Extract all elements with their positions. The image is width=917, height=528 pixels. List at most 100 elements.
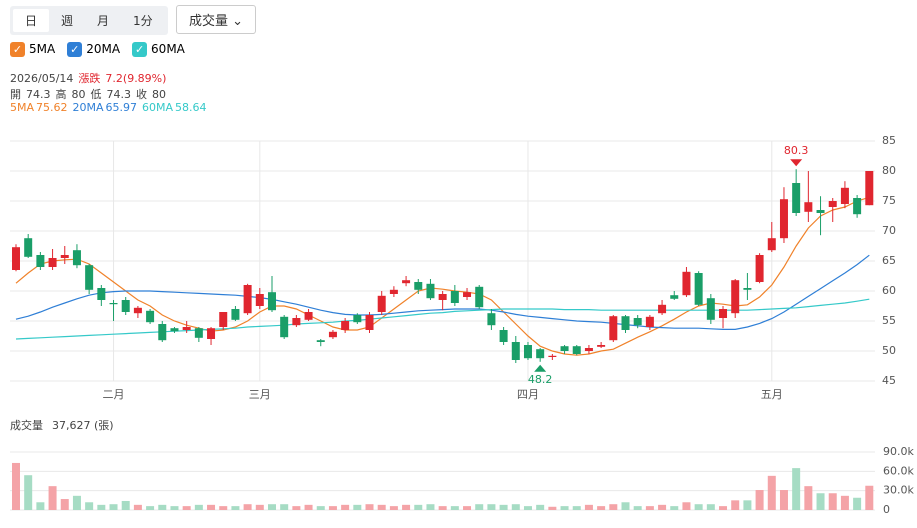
volume-bar xyxy=(792,468,801,510)
y-tick-label: 30.0k xyxy=(883,484,914,497)
candle-body xyxy=(779,199,788,239)
ma-line xyxy=(15,298,870,340)
candle-body xyxy=(72,250,81,266)
period-button[interactable]: 日 xyxy=(13,9,50,32)
volume-subtitle: 37,627 (張) xyxy=(52,419,114,432)
volume-bar xyxy=(633,506,642,510)
volume-bar xyxy=(121,500,130,510)
candle-body xyxy=(572,346,581,354)
annotation-marker xyxy=(790,159,803,167)
change: 7.2(9.89%) xyxy=(105,72,167,85)
indicator-select[interactable]: 成交量 ⌄ xyxy=(176,5,257,34)
volume-bar xyxy=(584,504,593,510)
volume-bar xyxy=(767,475,776,510)
ma-row: 5MA 75.62 20MA 65.97 60MA 58.64 xyxy=(10,101,212,114)
candle-body xyxy=(85,265,94,290)
candle-body xyxy=(731,280,740,314)
volume-bar xyxy=(109,504,118,510)
y-tick-label: 50 xyxy=(882,344,896,357)
legend-item[interactable]: ✓ 60MA xyxy=(132,42,185,57)
volume-bar xyxy=(828,493,837,510)
candle-body xyxy=(548,355,557,357)
volume-bar xyxy=(548,506,557,510)
ohlc-label: 收 xyxy=(136,88,147,101)
legend-label: 20MA xyxy=(86,42,121,56)
ohlc-value: 74.3 xyxy=(106,88,132,101)
legend-checkbox: ✓ xyxy=(10,42,25,57)
y-tick-label: 70 xyxy=(882,224,896,237)
ohlc-label: 開 xyxy=(10,88,21,101)
period-button[interactable]: 週 xyxy=(61,14,74,28)
candle-body xyxy=(767,238,776,251)
candle-body xyxy=(475,286,484,308)
candle-body xyxy=(60,255,69,258)
period-button[interactable]: 月 xyxy=(97,14,110,28)
candle-body xyxy=(328,331,337,338)
candle-body xyxy=(243,285,252,314)
volume-bar xyxy=(12,462,20,510)
volume-bar xyxy=(219,506,228,510)
volume-bar xyxy=(523,506,532,510)
volume-bar xyxy=(463,506,472,510)
candle-body xyxy=(865,171,874,206)
candle-body xyxy=(280,316,289,338)
candle-body xyxy=(97,288,106,300)
candle-body xyxy=(207,328,216,339)
x-tick-label: 二月 xyxy=(103,388,125,401)
volume-bar xyxy=(499,504,508,510)
volume-bar xyxy=(133,504,142,510)
volume-bar xyxy=(194,504,203,510)
volume-bar xyxy=(36,502,45,510)
volume-bar xyxy=(658,504,667,510)
volume-bar xyxy=(597,506,606,510)
volume-bar xyxy=(353,504,362,510)
y-tick-label: 60.0k xyxy=(883,464,914,477)
legend-item[interactable]: ✓ 5MA xyxy=(10,42,55,57)
y-tick-label: 75 xyxy=(882,194,896,207)
ohlc-value: 80 xyxy=(71,88,86,101)
volume-bar xyxy=(560,506,569,510)
annotation-label: 48.2 xyxy=(528,373,553,386)
volume-bar xyxy=(804,486,813,510)
volume-bar xyxy=(158,504,167,510)
volume-bar xyxy=(426,504,435,510)
volume-bar xyxy=(328,506,337,510)
volume-bar xyxy=(24,475,33,510)
volume-bar xyxy=(365,504,374,510)
volume-bar xyxy=(511,504,520,510)
candle-body xyxy=(353,315,362,323)
candle-body xyxy=(231,309,240,320)
volume-bar xyxy=(60,499,69,510)
volume-bar xyxy=(389,506,398,510)
volume-bar xyxy=(267,504,276,510)
candle-body xyxy=(133,307,142,314)
candle-body xyxy=(743,288,752,290)
candle-body xyxy=(158,324,167,341)
candle-body xyxy=(438,294,447,300)
volume-bar xyxy=(377,504,386,510)
candle-body xyxy=(511,342,520,360)
candle-body xyxy=(146,310,155,323)
volume-bar xyxy=(414,504,423,510)
annotation-marker xyxy=(534,364,547,372)
candle-body xyxy=(560,346,569,351)
candle-body xyxy=(194,328,203,338)
volume-bar xyxy=(706,504,715,510)
volume-bar xyxy=(682,502,691,510)
candle-body xyxy=(792,183,801,213)
y-tick-label: 55 xyxy=(882,314,896,327)
period-button[interactable]: 1分 xyxy=(133,14,153,28)
candle-body xyxy=(24,238,33,257)
candle-body xyxy=(316,340,325,342)
volume-bar xyxy=(487,504,496,510)
candle-body xyxy=(341,321,350,330)
legend-checkbox: ✓ xyxy=(132,42,148,57)
ohlc-value: 74.3 xyxy=(26,88,51,101)
volume-bar xyxy=(438,506,447,510)
y-tick-label: 45 xyxy=(882,374,896,387)
candle-body xyxy=(694,273,703,305)
ohlc-row: 開 74.3 高 80 低 74.3 收 80 xyxy=(10,86,171,102)
legend-item[interactable]: ✓ 20MA xyxy=(67,42,120,57)
